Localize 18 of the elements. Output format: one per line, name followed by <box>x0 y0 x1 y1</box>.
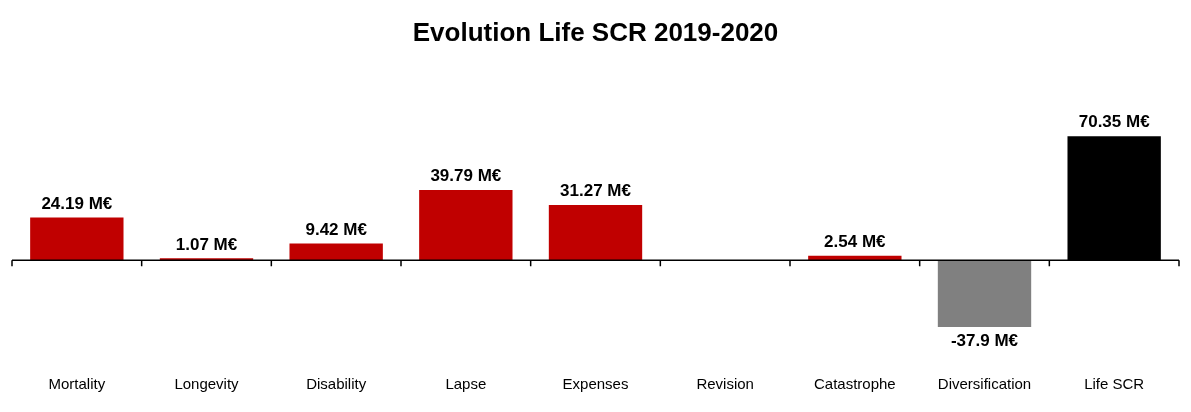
data-label: -37.9 M€ <box>950 331 1019 351</box>
x-tick-label: Disability <box>306 375 367 393</box>
x-tick-label: Diversification <box>937 375 1032 393</box>
data-label: 2.54 M€ <box>824 231 887 251</box>
data-label: 39.79 M€ <box>430 166 502 186</box>
x-tick-label: Expenses <box>562 375 629 393</box>
x-tick-label: Lapse <box>445 375 487 393</box>
x-tick-label: Longevity <box>174 375 240 393</box>
data-label: 31.27 M€ <box>560 181 632 201</box>
data-label: 70.35 M€ <box>1078 112 1151 132</box>
x-tick-label: Life SCR <box>1084 375 1145 393</box>
x-tick-label: Catastrophe <box>813 375 896 393</box>
data-label: 9.42 M€ <box>305 219 368 239</box>
data-label: 1.07 M€ <box>175 234 238 254</box>
data-label: 24.19 M€ <box>41 193 113 213</box>
x-tick-label: Revision <box>696 375 754 393</box>
chart-title: Evolution Life SCR 2019-2020 <box>412 16 779 47</box>
x-tick-label: Mortality <box>48 375 106 393</box>
